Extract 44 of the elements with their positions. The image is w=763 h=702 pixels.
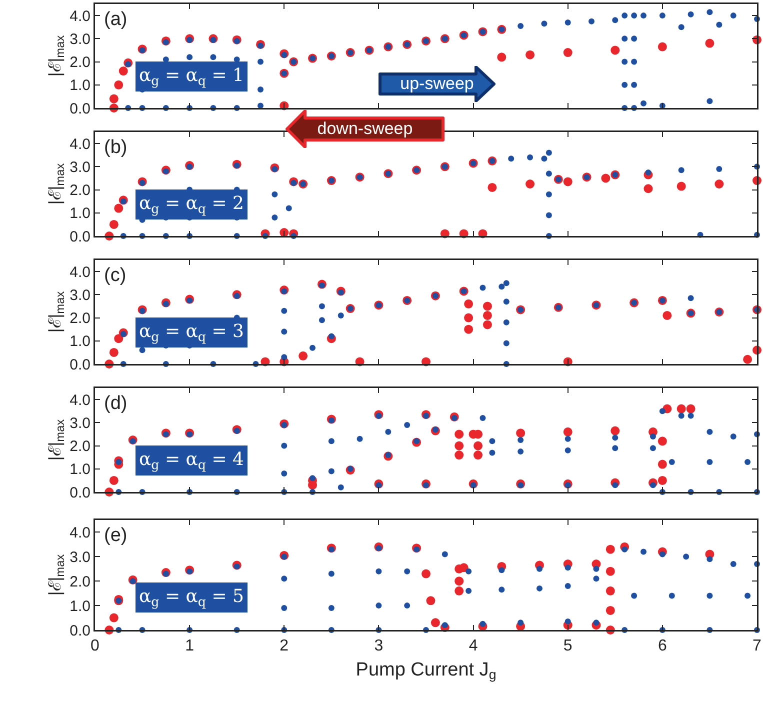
annotation: (c): [104, 265, 126, 286]
x-tick-label: 3: [374, 638, 384, 655]
y-tick-label: 1.0: [70, 461, 90, 478]
annotation: α$_{g}$ = α$_{q}$ = 5: [139, 586, 244, 609]
y-tick-label: 3.0: [70, 158, 90, 176]
y-tick-label: 0.0: [70, 622, 90, 640]
y-tick-label: 0.0: [70, 228, 90, 246]
y-tick-label: 1.0: [70, 333, 90, 350]
annotation: (a): [104, 9, 128, 30]
annotation: (d): [104, 393, 128, 414]
y-tick-label: 3.0: [70, 548, 90, 566]
y-tick-label: 1.0: [70, 205, 90, 222]
y-tick-label: 4.0: [70, 136, 90, 153]
y-tick-label: 2.0: [70, 438, 90, 456]
y-tick-label: 1.0: [70, 598, 90, 615]
x-tick-label: 1: [185, 638, 194, 655]
annotation: α$_{g}$ = α$_{q}$ = 4: [139, 449, 244, 472]
annotation: α$_{g}$ = α$_{q}$ = 1: [139, 65, 244, 88]
y-tick-label: 4.0: [70, 392, 90, 409]
y-tick-label: 3.0: [70, 30, 90, 48]
x-tick-label: 6: [658, 638, 667, 655]
y-tick-label: 0.0: [70, 484, 90, 502]
annotation: (e): [104, 525, 128, 546]
x-axis-title: Pump Current J$_{g}$: [356, 659, 496, 682]
y-tick-label: 2.0: [70, 54, 90, 72]
x-tick-label: 4: [468, 638, 478, 655]
y-tick-label: 4.0: [70, 8, 90, 25]
y-tick-label: 0.0: [70, 100, 90, 118]
y-tick-label: 1.0: [70, 77, 90, 94]
annotation: α$_{g}$ = α$_{q}$ = 3: [139, 321, 244, 344]
annotation: (b): [104, 137, 128, 158]
y-tick-label: 4.0: [70, 524, 90, 542]
y-tick-label: 2.0: [70, 182, 90, 200]
y-tick-label: 4.0: [70, 264, 90, 281]
x-tick-label: 5: [563, 638, 572, 655]
y-tick-label: 2.0: [70, 310, 90, 328]
x-tick-label: 7: [752, 638, 762, 655]
y-tick-label: 0.0: [70, 356, 90, 374]
x-tick-label: 2: [280, 638, 289, 655]
y-tick-label: 3.0: [70, 414, 90, 432]
y-tick-label: 2.0: [70, 573, 90, 590]
y-tick-label: 3.0: [70, 286, 90, 304]
annotation: α$_{g}$ = α$_{q}$ = 2: [139, 193, 244, 216]
x-tick-label: 0: [90, 638, 100, 655]
